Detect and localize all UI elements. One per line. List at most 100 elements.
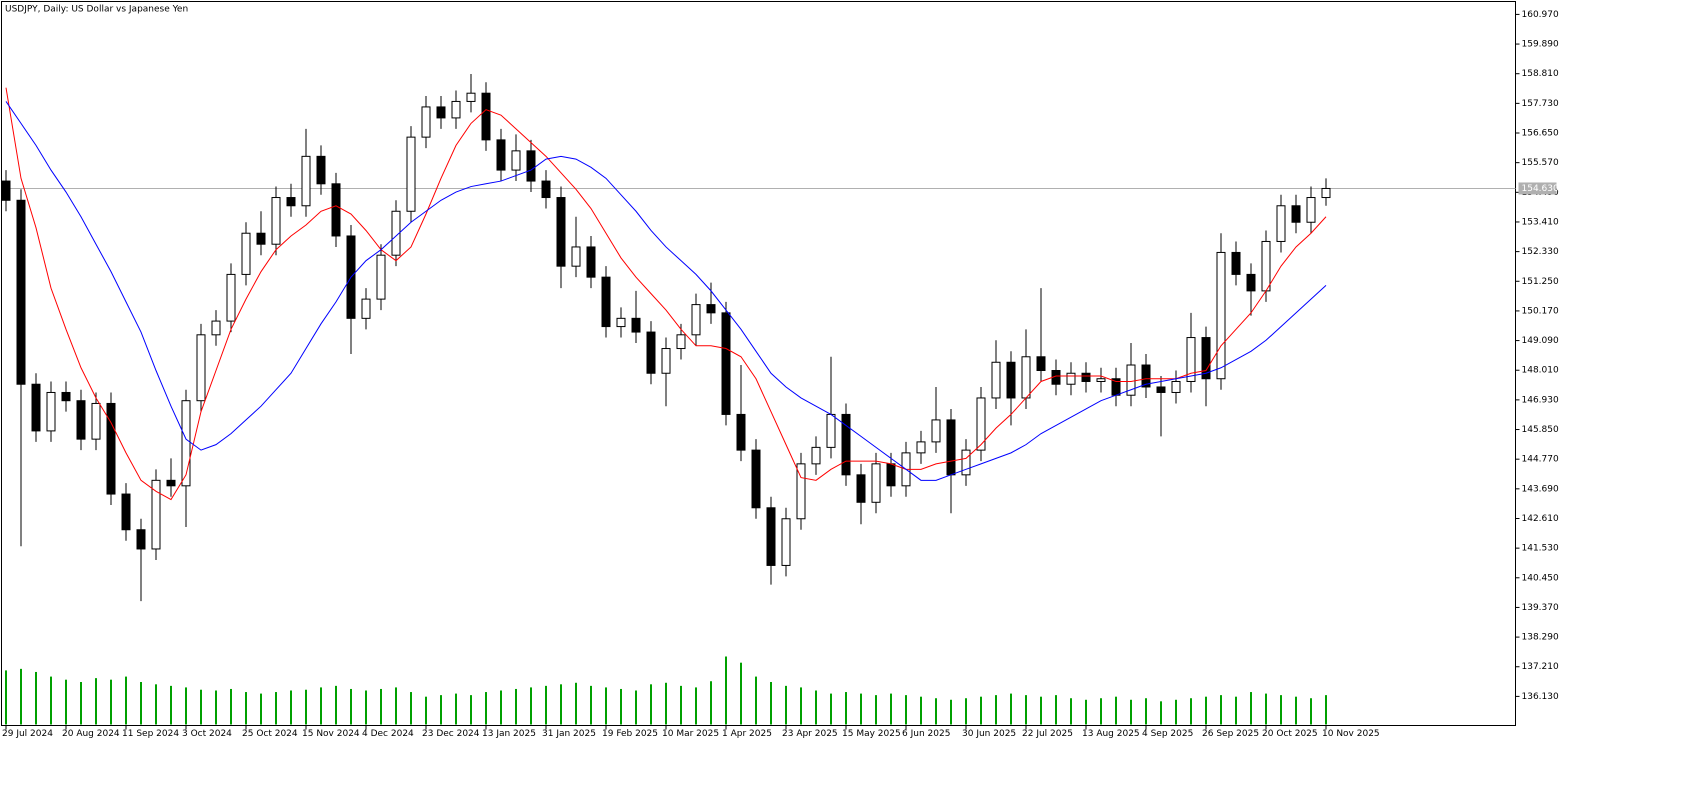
y-tick-label: 136.130	[1522, 692, 1559, 702]
candle-body	[751, 449, 761, 509]
x-tick-label: 20 Oct 2025	[1262, 729, 1318, 739]
volume-bar	[275, 692, 277, 725]
candle-body	[1156, 386, 1166, 393]
y-tick-label: 140.450	[1522, 573, 1559, 583]
candle-body	[1006, 361, 1016, 399]
volume-bar	[170, 685, 172, 725]
candle-body	[1306, 197, 1316, 223]
x-tick-label: 4 Dec 2024	[362, 729, 414, 739]
volume-bar	[860, 693, 862, 725]
volume-bar	[500, 690, 502, 725]
volume-bar	[1085, 699, 1087, 725]
y-tick-label: 153.410	[1522, 217, 1559, 227]
candle-body	[1201, 337, 1211, 380]
volume-bar	[35, 671, 37, 725]
candle-body	[46, 391, 56, 432]
candle-body	[586, 246, 596, 278]
candle-body	[676, 334, 686, 350]
volume-bar	[530, 687, 532, 725]
candle-body	[1066, 372, 1076, 385]
candle-body	[721, 312, 731, 415]
x-tick-label: 15 Nov 2024	[302, 729, 360, 739]
volume-bar	[365, 690, 367, 725]
x-tick-label: 13 Aug 2025	[1082, 729, 1140, 739]
volume-bar	[1145, 698, 1147, 725]
candle-body	[16, 199, 26, 385]
candle-body	[1321, 187, 1331, 199]
volume-bar	[140, 682, 142, 725]
candle-body	[1291, 205, 1301, 223]
volume-bar	[950, 699, 952, 725]
candle-body	[61, 391, 71, 402]
volume-bar	[65, 679, 67, 725]
y-tick-label: 149.090	[1522, 336, 1559, 346]
y-tick-label: 142.610	[1522, 514, 1559, 524]
volume-bar	[575, 682, 577, 725]
volume-bar	[680, 685, 682, 725]
candle-body	[271, 197, 281, 245]
volume-bar	[260, 693, 262, 725]
volume-bar	[185, 687, 187, 725]
volume-bar	[665, 682, 667, 725]
candle-body	[526, 150, 536, 182]
volume-bar	[1265, 693, 1267, 725]
volume-bar	[410, 692, 412, 725]
volume-bar	[395, 687, 397, 725]
candle-body	[976, 397, 986, 451]
volume-bar	[425, 696, 427, 725]
volume-bar	[695, 687, 697, 725]
moving-average	[5, 87, 1327, 501]
plot-frame	[1, 1, 1516, 726]
candle-body	[1276, 205, 1286, 242]
candle-body	[1186, 337, 1196, 382]
candle-body	[601, 276, 611, 328]
candle-body	[1246, 273, 1256, 292]
candle-body	[316, 155, 326, 185]
candle-body	[811, 446, 821, 465]
candle-body	[556, 197, 566, 267]
x-tick-label: 6 Jun 2025	[902, 729, 950, 739]
candle-body	[451, 100, 461, 119]
candle-body	[1261, 240, 1271, 292]
candle-body	[1, 180, 11, 201]
moving-average	[5, 101, 1327, 481]
x-tick-label: 3 Oct 2024	[182, 729, 232, 739]
volume-bar	[650, 684, 652, 725]
candle-body	[166, 479, 176, 487]
x-tick-label: 23 Apr 2025	[782, 729, 838, 739]
volume-bar	[1220, 695, 1222, 725]
y-tick-label: 146.930	[1522, 395, 1559, 405]
candle-body	[421, 106, 431, 138]
volume-bar	[80, 682, 82, 725]
candle-body	[121, 493, 131, 531]
y-tick-label: 159.890	[1522, 40, 1559, 50]
volume-bar	[845, 692, 847, 725]
volume-bar	[785, 685, 787, 725]
candle-body	[616, 317, 626, 328]
candle-body	[496, 139, 506, 171]
volume-bar	[935, 698, 937, 725]
volume-bar	[1295, 696, 1297, 725]
candle-body	[256, 232, 266, 245]
bid-label-box	[1518, 182, 1557, 195]
candle-body	[151, 479, 161, 550]
bid-label: 154.630	[1522, 184, 1559, 194]
x-tick-label: 22 Jul 2025	[1022, 729, 1073, 739]
volume-bar	[905, 695, 907, 725]
volume-bar	[1205, 696, 1207, 725]
candle-body	[796, 463, 806, 520]
candle-body	[1096, 378, 1106, 382]
candle-body	[436, 106, 446, 119]
x-tick-label: 20 Aug 2024	[62, 729, 120, 739]
y-tick-label: 139.370	[1522, 603, 1559, 613]
candle-body	[1231, 251, 1241, 275]
volume-bar	[1175, 699, 1177, 725]
candle-body	[781, 518, 791, 566]
candle-body	[181, 400, 191, 487]
volume-bar	[1325, 695, 1327, 725]
volume-bar	[20, 668, 22, 725]
candle-body	[826, 413, 836, 448]
y-tick-label: 156.650	[1522, 129, 1559, 139]
candle-body	[196, 334, 206, 402]
volume-bar	[95, 678, 97, 725]
